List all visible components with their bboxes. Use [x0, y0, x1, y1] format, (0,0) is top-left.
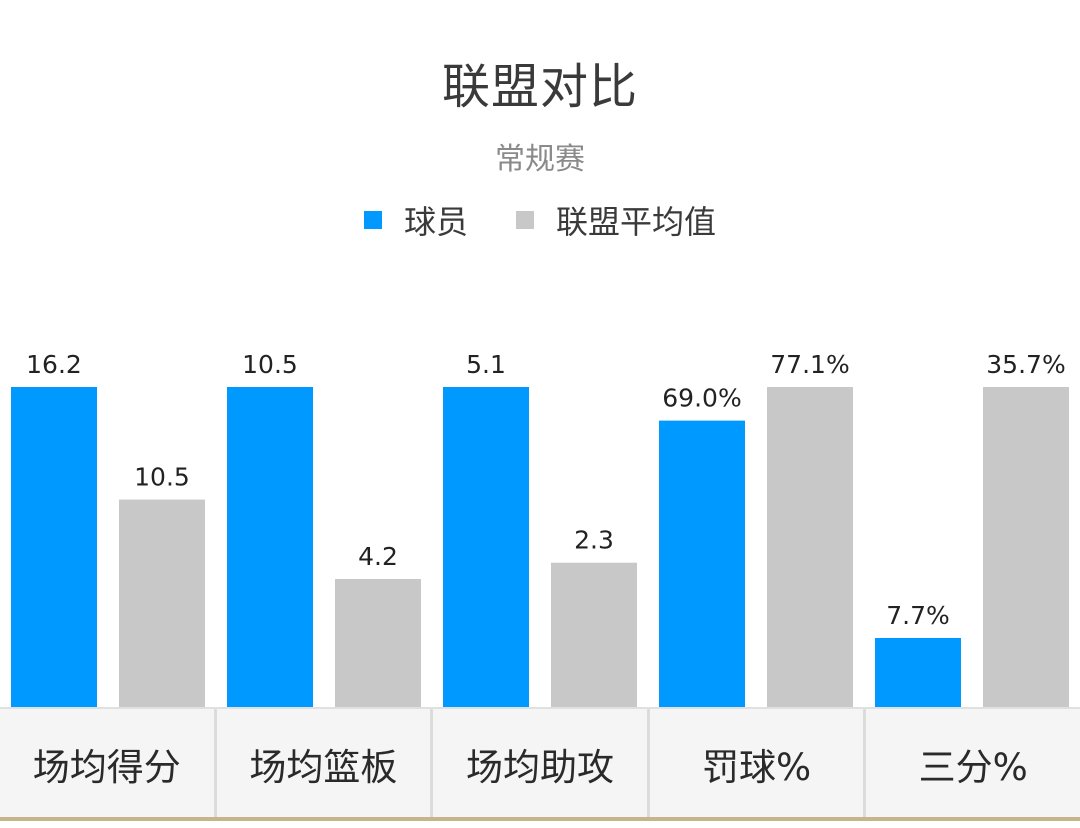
tab-free-throw-pct[interactable]: 罚球%	[650, 709, 867, 819]
category-tabs: 场均得分 场均篮板 场均助攻 罚球% 三分%	[0, 707, 1080, 819]
chart-title: 联盟对比	[441, 59, 638, 115]
chart-legend: 球员 联盟平均值	[0, 198, 1080, 242]
bar-league-average-4[interactable]	[983, 387, 1069, 707]
bar-chart: 16.2 10.5 10.5 4.2 5.1 2.3 69.0% 77.1% 7.7% 35.7%	[11, 350, 1069, 707]
bar-league-average-1[interactable]	[335, 579, 421, 707]
data-label-player-3: 69.0%	[662, 384, 741, 413]
data-label-player-2: 5.1	[466, 350, 506, 379]
bar-league-average-0[interactable]	[119, 499, 205, 707]
tab-rebounds[interactable]: 场均篮板	[217, 709, 434, 819]
data-label-player-0: 16.2	[26, 350, 82, 379]
legend-label-league-average: 联盟平均值	[556, 203, 717, 241]
legend-swatch-player	[363, 211, 382, 229]
bar-player-0[interactable]	[11, 387, 97, 707]
bar-player-1[interactable]	[227, 387, 313, 707]
tab-points[interactable]: 场均得分	[0, 709, 217, 819]
data-label-league-average-4: 35.7%	[986, 350, 1065, 379]
legend-item-player[interactable]: 球员	[363, 197, 468, 243]
legend-item-league-average[interactable]: 联盟平均值	[516, 197, 716, 243]
legend-swatch-league-average	[516, 211, 534, 229]
data-label-league-average-3: 77.1%	[770, 350, 849, 379]
bar-player-3[interactable]	[659, 420, 745, 707]
data-label-player-1: 10.5	[242, 350, 298, 379]
data-label-league-average-1: 4.2	[358, 542, 398, 571]
bar-player-4[interactable]	[875, 637, 961, 707]
data-label-league-average-2: 2.3	[574, 526, 614, 555]
bar-player-2[interactable]	[443, 387, 529, 707]
bottom-divider	[0, 817, 1080, 821]
bar-league-average-2[interactable]	[551, 562, 637, 707]
tab-assists[interactable]: 场均助攻	[433, 709, 650, 819]
legend-label-player: 球员	[403, 203, 468, 241]
tab-three-point-pct[interactable]: 三分%	[918, 746, 1028, 789]
bar-league-average-3[interactable]	[767, 387, 853, 707]
chart-subtitle: 常规赛	[495, 142, 585, 177]
data-label-player-4: 7.7%	[886, 601, 950, 630]
data-label-league-average-0: 10.5	[134, 463, 190, 492]
